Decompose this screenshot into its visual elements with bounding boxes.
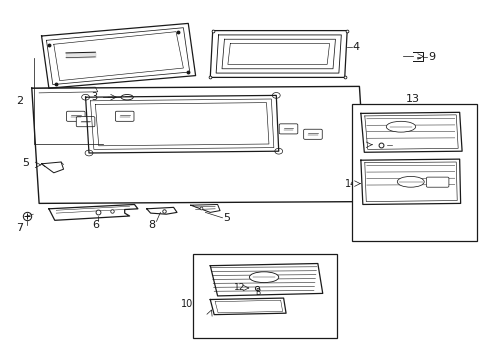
- Text: 3: 3: [91, 92, 98, 102]
- Text: 5: 5: [223, 213, 229, 223]
- Text: 5: 5: [22, 158, 29, 168]
- Text: 11: 11: [197, 311, 209, 321]
- Text: 9: 9: [427, 51, 434, 62]
- FancyBboxPatch shape: [426, 177, 448, 187]
- Text: 2: 2: [16, 96, 23, 106]
- Text: 15: 15: [355, 141, 367, 151]
- FancyBboxPatch shape: [303, 129, 322, 139]
- Text: 10: 10: [181, 299, 193, 309]
- Text: 12: 12: [234, 284, 245, 292]
- FancyBboxPatch shape: [279, 124, 297, 134]
- Text: 4: 4: [351, 42, 359, 52]
- Text: 6: 6: [92, 220, 99, 230]
- Ellipse shape: [249, 272, 278, 283]
- FancyBboxPatch shape: [115, 111, 134, 121]
- Ellipse shape: [121, 95, 133, 100]
- FancyBboxPatch shape: [66, 111, 85, 121]
- Bar: [351, 104, 476, 241]
- Text: 8: 8: [148, 220, 155, 230]
- Ellipse shape: [396, 176, 424, 187]
- Ellipse shape: [386, 121, 415, 132]
- Bar: [193, 254, 337, 338]
- Text: B: B: [255, 288, 260, 297]
- Text: 13: 13: [406, 94, 419, 104]
- Text: 14: 14: [344, 179, 356, 189]
- FancyBboxPatch shape: [76, 117, 95, 127]
- Text: 7: 7: [16, 222, 23, 233]
- Text: 1: 1: [373, 139, 380, 149]
